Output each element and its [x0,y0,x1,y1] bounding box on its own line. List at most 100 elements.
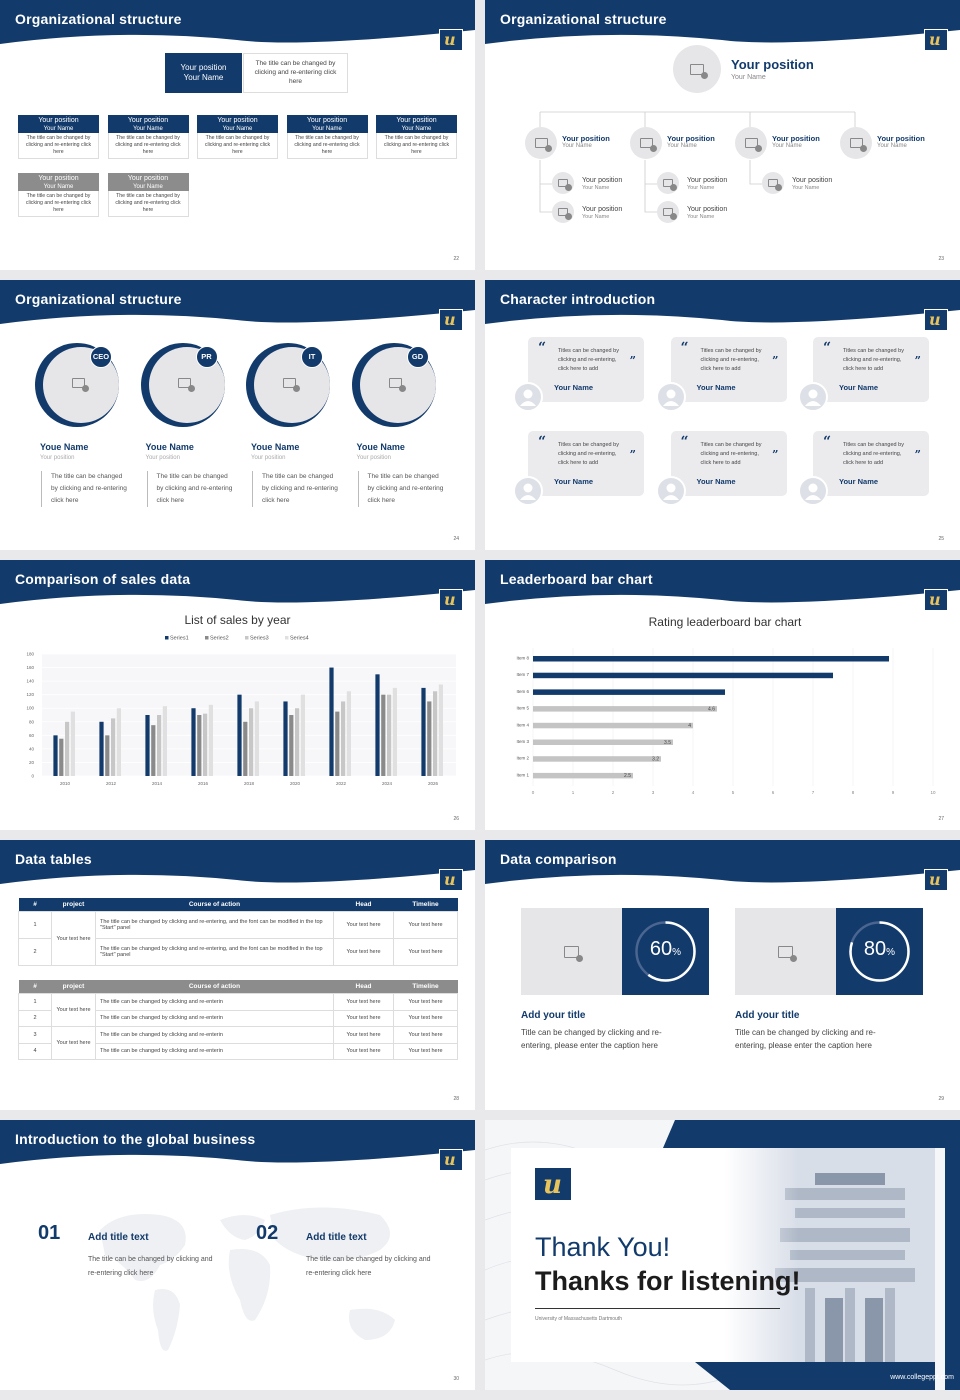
item-title: Add title text [306,1232,367,1243]
data-label: 2.5 [624,773,631,779]
row-number: 2 [18,1009,52,1027]
sub-position: Your position [687,206,728,213]
row-head: Your text here [333,938,394,966]
image-placeholder-icon [283,378,300,392]
slide-24[interactable]: Organizational structure u CEO Youe Name Y… [0,280,475,550]
percent-block: 80% [836,908,923,995]
row-action: The title can be changed by clicking and… [95,1009,334,1027]
bar-series3 [203,713,208,776]
bar-series2 [243,721,248,776]
bar-series1 [99,721,104,776]
role-badge: CEO [90,346,112,368]
member-avatar [525,127,557,159]
slide-31[interactable]: u Thank You! Thanks for listening! Unive… [485,1120,960,1390]
y-tick-label: 60 [29,733,35,738]
slide-header: Introduction to the global business u [0,1120,475,1171]
percent-label: 80% [836,938,923,961]
data-label: 4 [688,723,691,729]
quote-text: Titles can be changed by clicking and re… [700,442,762,466]
person-name: Youe Name [251,442,300,452]
row-action: The title can be changed by clicking and… [95,1042,334,1060]
website-link[interactable]: www.collegeppt.com [890,1374,954,1381]
x-tick-label: 0 [532,790,535,795]
bar-series4 [70,711,75,776]
progress-ring [635,921,696,982]
y-tick-label: 120 [26,692,34,697]
image-placeholder [735,908,836,995]
page-number: 22 [453,256,459,262]
quote-name: Your Name [554,383,594,392]
top-avatar [673,45,721,93]
slide-22[interactable]: Organizational structure u Your position… [0,0,475,270]
org-desc: The title can be changed by clicking and… [376,133,457,159]
org-box: Your position Your Name [18,173,99,191]
slide-28[interactable]: Data tables u # project Course of action He… [0,840,475,1110]
sub-name: Your Name [582,214,610,220]
bar-series2 [105,735,110,776]
x-tick-label: 2022 [336,781,347,786]
university-logo: u [924,29,948,51]
slide-29[interactable]: Data comparison u 60% Add your title Title… [485,840,960,1110]
top-position: Your position [180,63,227,72]
sub-avatar [552,172,574,194]
member-position: Your position [877,134,925,143]
sub-avatar [657,201,679,223]
chart-title: Rating leaderboard bar chart [648,615,802,629]
member-avatar [630,127,662,159]
x-tick-label: 3 [652,790,655,795]
quote-open-icon: “ [680,340,689,356]
page-number: 29 [938,1096,944,1102]
bar-series2 [381,694,386,776]
quote-card: “ Titles can be changed by clicking and r… [813,337,929,402]
sub-name: Your Name [687,214,715,220]
image-placeholder-icon [177,378,195,392]
image-placeholder-icon [663,179,677,191]
y-tick-label: 80 [29,719,35,724]
bar-series3 [249,708,254,776]
image-placeholder-icon [558,179,572,191]
quote-card: “ Titles can be changed by clicking and r… [813,431,929,496]
image-placeholder-icon [690,63,708,79]
bar-series1 [191,708,196,776]
quote-name: Your Name [554,477,594,486]
quote-text: Titles can be changed by clicking and re… [558,442,619,466]
sub-avatar [762,172,784,194]
data-label: 4.6 [708,706,715,712]
slide-27[interactable]: Leaderboard bar chart u Rating leaderboa… [485,560,960,830]
sub-position: Your position [792,177,833,184]
quote-open-icon: “ [680,434,689,450]
x-tick-label: 8 [852,790,855,795]
org-position: Your position [306,117,348,124]
user-avatar-icon [655,476,686,506]
slide-30[interactable]: Introduction to the global business u 01… [0,1120,475,1390]
item-number: 02 [256,1222,279,1244]
progress-ring [849,921,910,982]
org-name: Your Name [312,126,342,132]
person-desc: The title can be changed by clicking and… [357,471,446,507]
bar [533,706,717,712]
row-timeline: Your text here [393,1042,458,1060]
university-logo: u [439,1149,463,1171]
quote-open-icon: “ [538,434,547,450]
org-desc: The title can be changed by clicking and… [18,191,99,217]
x-tick-label: 2020 [290,781,301,786]
member-position: Your position [562,134,610,143]
page-number: 30 [453,1376,459,1382]
bar-series4 [300,694,305,776]
row-number: 4 [18,1042,52,1060]
slide-23[interactable]: Organizational structure u Your position… [485,0,960,270]
org-box: Your position Your Name [107,173,189,191]
slide-title: Organizational structure [15,291,182,307]
university-logo: u [924,309,948,331]
org-top-box: Your position Your Name [165,53,242,93]
slide-26[interactable]: Comparison of sales data u List of sales… [0,560,475,830]
slide-header: Organizational structure u [485,0,960,51]
row-head: Your text here [333,1009,394,1027]
image-placeholder-icon [768,179,782,191]
person-position: Your position [145,455,180,461]
y-tick-label: 40 [29,746,35,751]
slide-25[interactable]: Character introduction u “ Titles can be … [485,280,960,550]
row-timeline: Your text here [393,911,458,939]
bar-series1 [283,701,288,776]
